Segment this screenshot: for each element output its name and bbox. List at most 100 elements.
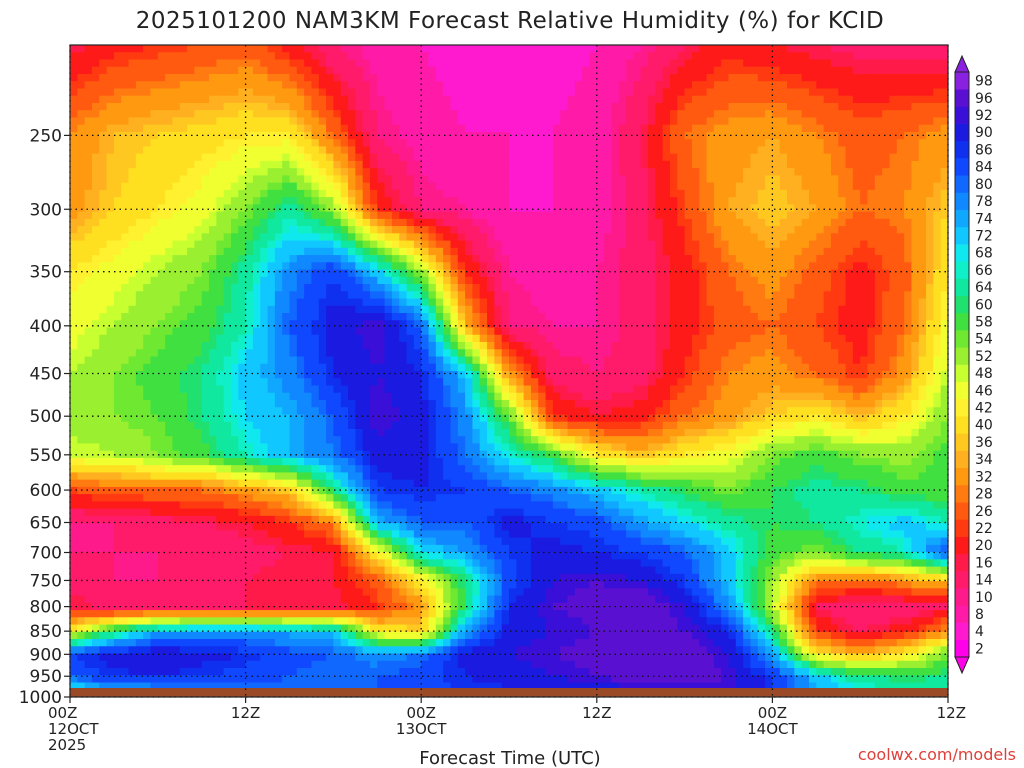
heatmap-cell — [787, 233, 795, 242]
heatmap-cell — [318, 320, 327, 329]
heatmap-cell — [611, 88, 620, 97]
heatmap-cell — [106, 305, 115, 314]
heatmap-cell — [106, 255, 115, 263]
heatmap-cell — [926, 255, 934, 263]
heatmap-cell — [494, 233, 503, 242]
heatmap-cell — [691, 95, 700, 104]
heatmap-cell — [596, 117, 605, 126]
heatmap-cell — [282, 342, 291, 350]
heatmap-cell — [940, 189, 948, 198]
heatmap-cell — [574, 313, 583, 321]
heatmap-cell — [779, 131, 788, 140]
heatmap-cell — [896, 320, 905, 329]
heatmap-cell — [384, 81, 393, 90]
heatmap-cell — [472, 197, 481, 205]
heatmap-cell — [779, 66, 788, 75]
heatmap-cell — [150, 320, 159, 329]
heatmap-cell — [377, 291, 386, 300]
heatmap-cell — [713, 110, 722, 119]
heatmap-cell — [245, 102, 254, 111]
heatmap-cell — [179, 117, 188, 126]
heatmap-cell — [626, 110, 634, 119]
heatmap-cell — [750, 305, 759, 314]
heatmap-cell — [150, 276, 159, 285]
heatmap-cell — [501, 240, 510, 249]
heatmap-cell — [706, 131, 715, 140]
heatmap-cell — [238, 59, 247, 68]
heatmap-cell — [479, 313, 488, 321]
heatmap-cell — [289, 211, 298, 220]
heatmap-cell — [501, 320, 510, 329]
heatmap-cell — [589, 124, 598, 133]
heatmap-cell — [128, 153, 137, 162]
heatmap-cell — [867, 160, 876, 169]
heatmap-cell — [252, 334, 261, 343]
heatmap-cell — [509, 262, 517, 271]
heatmap-cell — [845, 218, 854, 227]
heatmap-cell — [765, 45, 773, 53]
heatmap-cell — [735, 197, 744, 205]
heatmap-cell — [128, 52, 137, 61]
heatmap-cell — [882, 298, 891, 307]
heatmap-cell — [223, 160, 232, 169]
heatmap-cell — [523, 102, 532, 111]
heatmap-cell — [333, 189, 342, 198]
heatmap-cell — [662, 197, 671, 205]
heatmap-cell — [157, 66, 166, 75]
heatmap-cell — [582, 327, 591, 336]
heatmap-cell — [165, 247, 174, 256]
heatmap-cell — [743, 276, 752, 285]
heatmap-cell — [589, 320, 598, 329]
heatmap-cell — [84, 59, 93, 68]
heatmap-cell — [904, 211, 913, 220]
heatmap-cell — [721, 81, 730, 90]
heatmap-cell — [326, 189, 334, 198]
heatmap-cell — [84, 262, 93, 271]
heatmap-cell — [655, 247, 664, 256]
heatmap-cell — [626, 305, 634, 314]
heatmap-cell — [926, 117, 934, 126]
heatmap-cell — [443, 59, 452, 68]
heatmap-cell — [911, 313, 920, 321]
heatmap-cell — [267, 305, 276, 314]
heatmap-cell — [165, 66, 174, 75]
heatmap-cell — [662, 298, 671, 307]
heatmap-cell — [801, 320, 810, 329]
heatmap-cell — [940, 52, 948, 61]
heatmap-cell — [238, 45, 247, 53]
heatmap-cell — [662, 189, 671, 198]
heatmap-cell — [721, 45, 730, 53]
heatmap-cell — [882, 204, 891, 213]
heatmap-cell — [699, 88, 708, 97]
heatmap-cell — [274, 298, 283, 307]
heatmap-cell — [369, 255, 378, 263]
heatmap-cell — [172, 73, 181, 82]
heatmap-cell — [245, 226, 254, 234]
heatmap-cell — [187, 276, 195, 285]
heatmap-cell — [640, 153, 649, 162]
heatmap-cell — [618, 160, 627, 169]
heatmap-cell — [655, 160, 664, 169]
heatmap-cell — [750, 160, 759, 169]
heatmap-cell — [713, 334, 722, 343]
heatmap-cell — [699, 269, 708, 278]
heatmap-cell — [560, 88, 569, 97]
heatmap-cell — [889, 81, 898, 90]
heatmap-cell — [611, 102, 620, 111]
heatmap-cell — [596, 218, 605, 227]
heatmap-cell — [626, 73, 634, 82]
heatmap-cell — [757, 168, 766, 176]
heatmap-cell — [523, 305, 532, 314]
heatmap-cell — [216, 73, 225, 82]
heatmap-cell — [157, 342, 166, 350]
heatmap-cell — [604, 59, 613, 68]
heatmap-cell — [757, 189, 766, 198]
heatmap-cell — [296, 110, 305, 119]
heatmap-cell — [509, 247, 517, 256]
heatmap-cell — [479, 226, 488, 234]
heatmap-cell — [772, 110, 781, 119]
heatmap-cell — [772, 298, 781, 307]
heatmap-cell — [472, 95, 481, 104]
heatmap-cell — [143, 342, 152, 350]
heatmap-cell — [523, 255, 532, 263]
